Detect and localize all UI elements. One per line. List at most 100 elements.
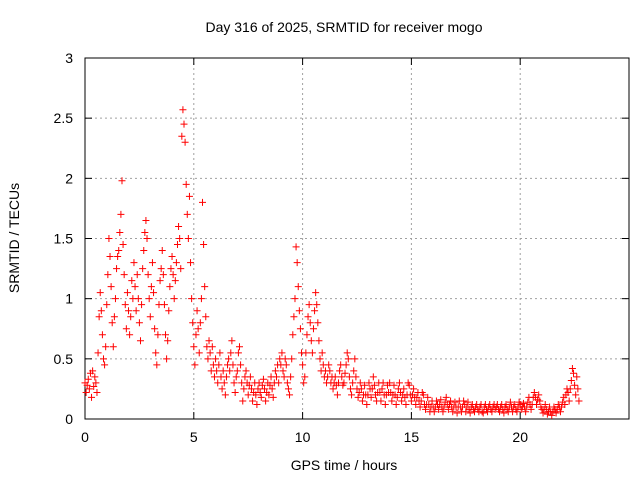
data-point <box>407 397 415 405</box>
data-point <box>275 379 283 387</box>
data-point <box>342 361 350 369</box>
data-point <box>242 367 250 375</box>
data-point <box>85 385 93 393</box>
data-point <box>187 259 195 267</box>
data-point <box>114 253 122 261</box>
data-point <box>291 295 299 303</box>
data-point <box>363 401 371 409</box>
data-point <box>104 271 112 279</box>
data-point <box>400 385 408 393</box>
data-point <box>108 319 116 327</box>
data-point <box>376 389 384 397</box>
data-point <box>539 409 547 417</box>
data-point <box>451 398 459 406</box>
data-point <box>140 247 148 255</box>
data-point <box>152 349 160 357</box>
data-point <box>307 337 315 345</box>
data-point <box>148 259 156 267</box>
data-point <box>131 283 139 291</box>
data-point <box>392 401 400 409</box>
data-point <box>437 396 445 404</box>
data-point <box>196 319 204 327</box>
data-point <box>102 343 110 351</box>
data-point <box>135 319 143 327</box>
data-point <box>219 367 227 375</box>
data-point <box>235 343 243 351</box>
data-point <box>390 381 398 389</box>
data-point <box>570 369 578 377</box>
data-point <box>265 391 273 399</box>
data-point <box>405 381 413 389</box>
data-points <box>81 106 583 419</box>
data-point <box>91 373 99 381</box>
data-point <box>214 379 222 387</box>
data-point <box>500 409 508 417</box>
data-point <box>176 235 184 242</box>
data-point <box>247 385 255 393</box>
data-point <box>160 301 168 309</box>
data-point <box>302 349 310 357</box>
data-point <box>535 391 543 399</box>
data-point <box>252 391 260 399</box>
data-point <box>163 355 171 363</box>
data-point <box>93 389 101 397</box>
data-point <box>146 313 154 321</box>
data-point <box>278 349 286 357</box>
data-point <box>313 301 321 309</box>
data-point <box>153 361 161 369</box>
y-tick-label: 0 <box>65 411 73 427</box>
data-point <box>530 389 538 397</box>
data-point <box>284 385 292 393</box>
data-point <box>268 385 276 393</box>
data-point <box>182 180 190 188</box>
data-point <box>556 408 564 416</box>
data-point <box>344 355 352 363</box>
data-point <box>393 393 401 401</box>
data-point <box>172 259 180 267</box>
data-point <box>178 132 186 140</box>
data-point <box>350 367 358 375</box>
data-point <box>199 198 207 206</box>
data-point <box>84 375 92 383</box>
data-point <box>194 325 202 333</box>
data-point <box>179 106 187 114</box>
data-point <box>181 138 189 146</box>
data-point <box>89 367 97 375</box>
data-point <box>138 301 146 309</box>
data-point <box>398 397 406 405</box>
data-point <box>177 265 185 273</box>
data-point <box>166 283 174 291</box>
data-point <box>430 408 438 416</box>
data-point <box>541 401 549 409</box>
data-point <box>190 343 198 351</box>
data-point <box>416 403 424 411</box>
data-point <box>412 401 420 409</box>
data-point <box>122 325 130 333</box>
data-point <box>388 397 396 405</box>
data-point <box>244 391 252 399</box>
data-point <box>292 243 300 251</box>
chart-title: Day 316 of 2025, SRMTID for receiver mog… <box>205 19 482 35</box>
data-point <box>354 393 362 401</box>
data-point <box>422 405 430 413</box>
data-point <box>305 301 313 309</box>
data-point <box>378 385 386 393</box>
data-point <box>99 355 107 363</box>
data-point <box>379 379 387 387</box>
data-point <box>173 241 181 249</box>
data-point <box>259 375 267 383</box>
data-point <box>147 283 155 291</box>
data-point <box>280 373 288 381</box>
data-point <box>361 381 369 389</box>
data-point <box>442 393 450 401</box>
data-point <box>548 411 556 419</box>
data-point <box>202 313 210 321</box>
data-point <box>154 331 162 339</box>
data-point <box>358 397 366 405</box>
data-point <box>370 381 378 389</box>
data-point <box>395 379 403 387</box>
data-point <box>257 393 265 401</box>
data-point <box>215 361 223 369</box>
data-point <box>184 235 192 242</box>
data-point <box>566 385 574 393</box>
